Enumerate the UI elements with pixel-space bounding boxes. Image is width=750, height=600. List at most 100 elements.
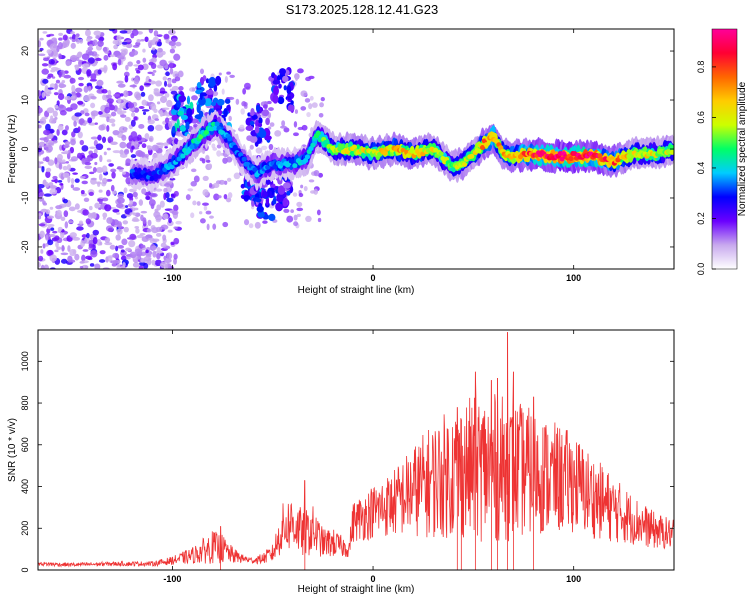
spectrogram-noise-blob xyxy=(300,184,304,189)
spectrogram-noise-blob xyxy=(48,234,56,238)
spectrogram-noise-blob xyxy=(39,118,47,125)
spectrogram-noise-blob xyxy=(262,220,268,224)
spectrogram-noise-blob xyxy=(86,37,91,42)
spectrogram-noise-blob xyxy=(80,240,86,248)
spectrogram-noise-blob xyxy=(43,193,52,197)
spectrogram-noise-blob xyxy=(104,242,113,246)
spectrogram-noise-blob xyxy=(99,114,107,118)
spectrogram-noise-blob xyxy=(112,39,119,45)
spectrogram-noise-blob xyxy=(164,183,171,187)
spectrogram-noise-blob xyxy=(40,197,45,202)
spectrogram-noise-blob xyxy=(175,220,182,225)
spectrogram-noise-blob xyxy=(76,152,83,159)
spectrogram-noise-blob xyxy=(112,252,119,259)
spectrogram-ridge-cell xyxy=(214,121,220,127)
spectrogram-noise-blob xyxy=(98,124,105,131)
spectrogram-noise-blob xyxy=(134,248,143,255)
spectrogram-noise-blob xyxy=(116,203,124,209)
spectrogram-noise-blob xyxy=(155,124,163,131)
spectrogram-cluster-blob xyxy=(226,104,231,111)
spectrogram-noise-blob xyxy=(141,143,147,149)
spectrogram-noise-blob xyxy=(67,149,71,156)
spectrogram-noise-blob xyxy=(120,93,124,97)
spectrogram-noise-blob xyxy=(226,156,233,163)
spectrogram-noise-blob xyxy=(294,109,298,114)
spectrogram-noise-blob xyxy=(46,34,51,38)
spectrogram-cluster-blob xyxy=(194,114,203,120)
spectrogram-noise-blob xyxy=(168,120,173,128)
spectrogram-noise-blob xyxy=(60,216,66,222)
spectrogram-cluster-blob xyxy=(282,75,289,83)
spectrogram-noise-blob xyxy=(306,111,311,118)
spectrogram-noise-blob xyxy=(103,151,107,156)
spectrogram-noise-blob xyxy=(88,205,93,211)
spectrogram-noise-blob xyxy=(135,41,141,47)
spectrogram-noise-blob xyxy=(112,63,118,71)
spectrogram-cluster-blob xyxy=(249,135,258,143)
spectrogram-noise-blob xyxy=(131,29,139,37)
spectrogram-noise-blob xyxy=(309,95,314,101)
spectrogram-noise-blob xyxy=(151,245,157,251)
spectrogram-noise-blob xyxy=(106,217,113,224)
spectrogram-noise-blob xyxy=(227,192,233,199)
spectrogram-cluster-blob xyxy=(177,110,184,116)
spectrogram-cluster-blob xyxy=(258,122,263,128)
spectrogram-noise-blob xyxy=(136,60,141,65)
spectrogram-noise-blob xyxy=(89,146,96,150)
spectrogram-noise-blob xyxy=(153,36,159,41)
spectrogram-noise-blob xyxy=(134,226,140,229)
spectrogram-noise-blob xyxy=(72,249,77,255)
spectrogram-noise-blob xyxy=(141,137,146,142)
spectrogram-noise-blob xyxy=(135,227,140,234)
spectrogram-noise-blob xyxy=(42,31,48,34)
spectrogram-noise-blob xyxy=(105,256,109,263)
spectrogram-noise-blob xyxy=(92,236,98,245)
spectrogram-noise-blob xyxy=(65,60,71,67)
spectrogram-noise-blob xyxy=(119,110,127,114)
spectrogram-noise-blob xyxy=(218,72,222,76)
spectrogram-noise-blob xyxy=(74,64,80,71)
spectrogram-noise-blob xyxy=(132,262,140,268)
spectrogram-cluster-blob xyxy=(251,200,255,207)
spectrogram-ridge-cell xyxy=(310,142,316,148)
spectrogram-noise-blob xyxy=(69,232,77,238)
spectrogram-noise-blob xyxy=(105,189,111,197)
spectrogram-noise-blob xyxy=(90,110,99,117)
spectrogram-noise-blob xyxy=(126,237,135,240)
spectrogram-noise-blob xyxy=(59,110,67,116)
spectrogram-noise-blob xyxy=(168,62,174,69)
spectrogram-noise-blob xyxy=(269,122,275,127)
spectrogram-noise-blob xyxy=(38,107,43,114)
spectrogram-noise-blob xyxy=(64,125,69,131)
snr-y-tick-label: 600 xyxy=(20,437,30,452)
spectrogram-noise-blob xyxy=(122,220,129,225)
colorbar-gradient xyxy=(711,28,738,270)
spectrogram-noise-blob xyxy=(70,177,75,185)
spectrogram-noise-blob xyxy=(128,188,137,193)
colorbar-tick-label: 0.6 xyxy=(696,111,706,124)
spectrogram-noise-blob xyxy=(98,259,106,263)
spectrogram-noise-blob xyxy=(138,265,144,269)
spectrogram-noise-blob xyxy=(279,125,287,129)
spectrogram-noise-blob xyxy=(52,110,58,118)
spectrogram-noise-blob xyxy=(202,202,209,206)
spectrogram-noise-blob xyxy=(152,70,157,73)
snr-marks xyxy=(38,332,674,570)
spectrogram-noise-blob xyxy=(161,107,170,110)
spectrogram-noise-blob xyxy=(298,192,304,198)
spectrogram-noise-blob xyxy=(55,205,63,210)
spectrogram-noise-blob xyxy=(46,107,55,114)
spectrogram-noise-blob xyxy=(39,161,44,164)
spectrogram-noise-blob xyxy=(316,209,321,216)
spectrogram-noise-blob xyxy=(61,129,68,136)
spectrogram-noise-blob xyxy=(119,153,128,158)
spectrogram-noise-blob xyxy=(121,238,128,246)
spectrogram-ridge-cell xyxy=(158,169,164,175)
spectrogram-noise-blob xyxy=(41,116,48,120)
spectrogram-noise-blob xyxy=(98,173,103,181)
spectrogram-noise-blob xyxy=(89,171,95,175)
spectrogram-noise-blob xyxy=(140,91,146,97)
spectrogram-noise-blob xyxy=(209,182,213,188)
spectrogram-noise-blob xyxy=(152,47,156,51)
spectrogram-noise-blob xyxy=(62,40,70,48)
